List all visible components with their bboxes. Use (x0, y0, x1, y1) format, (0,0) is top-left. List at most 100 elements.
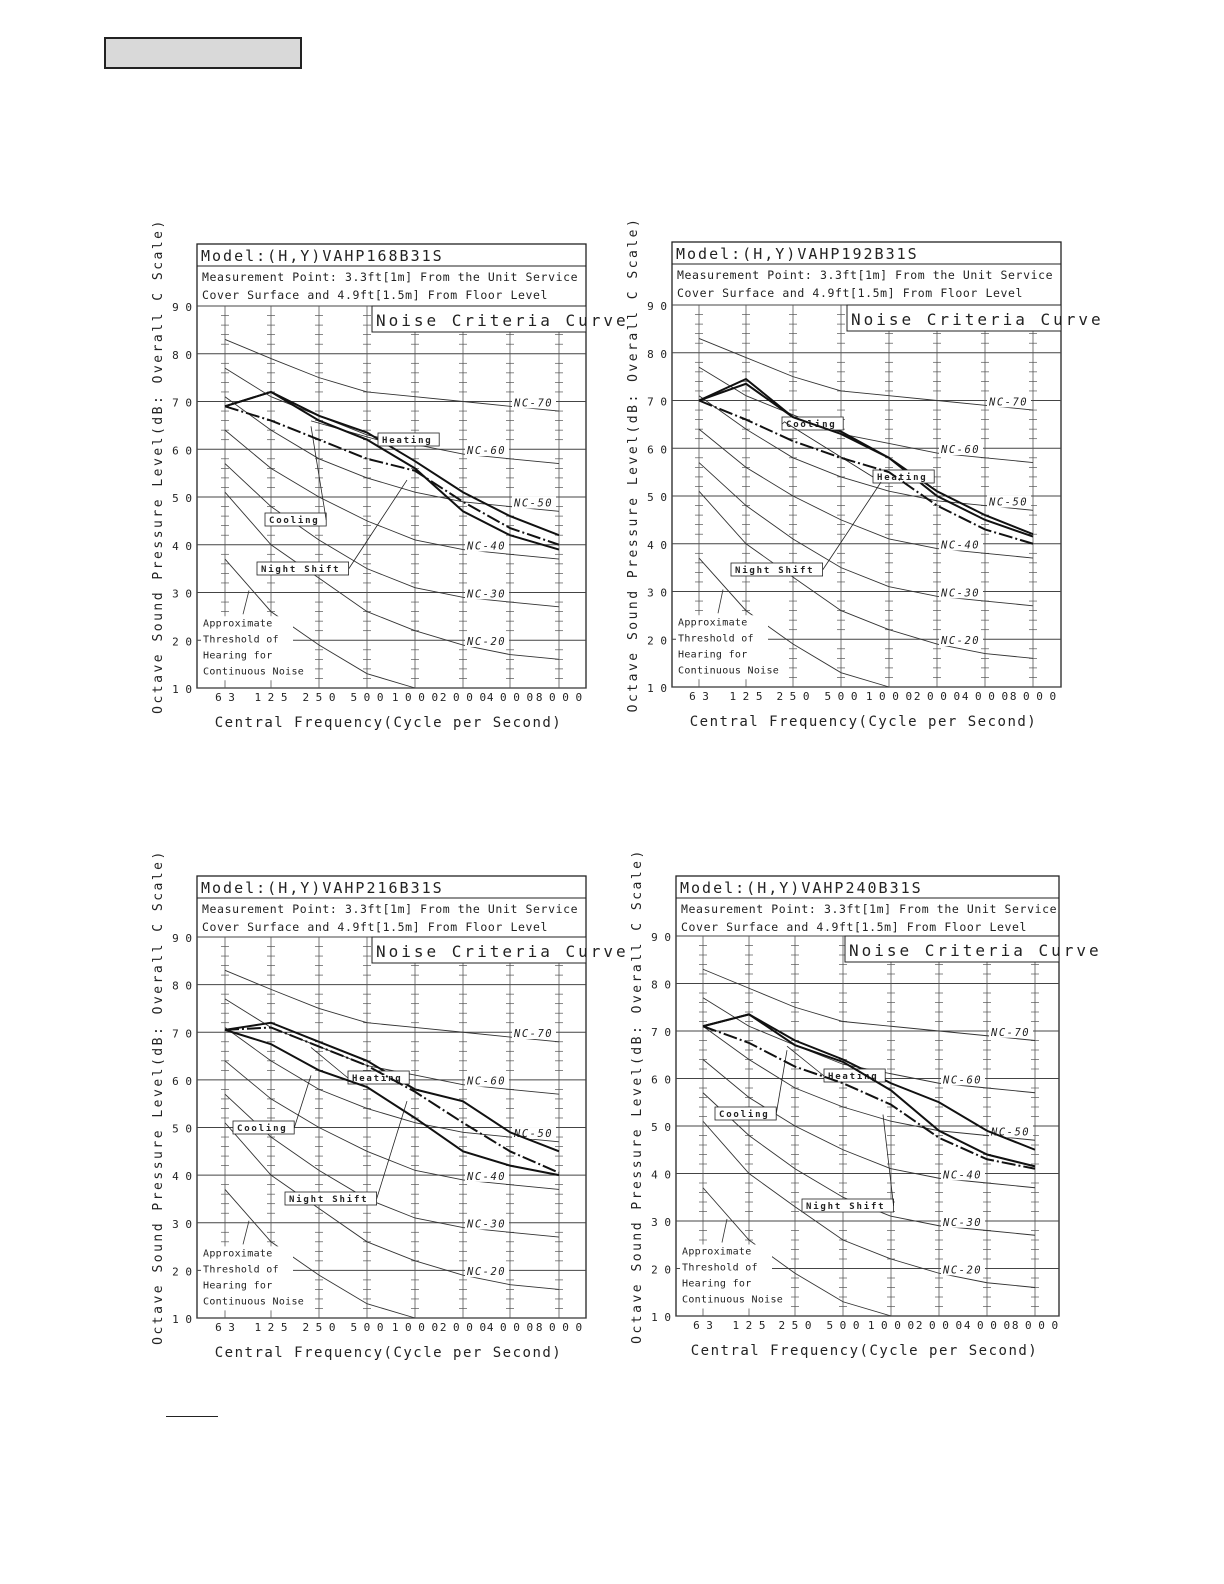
series-label-pointer (310, 1047, 349, 1079)
y-tick-label: 5 0 (647, 491, 667, 504)
y-tick-label: 8 0 (172, 980, 192, 993)
x-tick-label: 2 5 0 (776, 690, 809, 703)
nc-curve-nc-20 (702, 1120, 1036, 1288)
series-label: Cooling (237, 1123, 288, 1134)
nc-label-bg (465, 635, 509, 648)
threshold-pointer (717, 589, 724, 614)
series-label: Night Shift (289, 1194, 368, 1205)
nc-curve-label: NC-50 (513, 1128, 553, 1140)
noise-chart-1: Model:(H,Y)VAHP168B31S Measurement Point:… (151, 218, 626, 731)
x-axis-label: Central Frequency(Cycle per Second) (215, 715, 563, 731)
nc-curve-label: NC-60 (942, 1074, 982, 1086)
series-label-box (377, 432, 440, 447)
y-tick-label: 7 0 (651, 1026, 671, 1039)
nc-label-bg (939, 634, 983, 647)
nc-label-bg (465, 1074, 509, 1087)
nc-curve-label: NC-50 (988, 497, 1028, 509)
x-tick-label: 6 3 (693, 1319, 713, 1332)
nc-label-bg (465, 539, 509, 552)
series-label-pointer (784, 421, 874, 478)
y-tick-label: 8 0 (651, 979, 671, 992)
threshold-pointer (242, 1220, 250, 1245)
threshold-label-line: Threshold of (203, 634, 279, 645)
nc-label-bg (987, 495, 1031, 508)
y-tick-label: 2 0 (172, 1265, 192, 1278)
nc-curve-label: NC-20 (942, 1264, 982, 1276)
y-tick-label: 9 0 (172, 932, 192, 945)
series-label: Heating (828, 1071, 879, 1082)
x-tick-label: 1 2 5 (254, 691, 287, 704)
y-axis-label: Octave Sound Pressure Level(dB: Overall … (626, 217, 641, 713)
x-axis-label: Central Frequency(Cycle per Second) (215, 1345, 563, 1361)
series-label-pointer (882, 1114, 894, 1207)
nc-curve-label: NC-40 (466, 541, 506, 553)
nc-curve-label: NC-40 (466, 1171, 506, 1183)
measurement-point-line1: Measurement Point: 3.3ft[1m] From the Un… (677, 268, 1053, 282)
x-tick-label: 4 0 0 0 (964, 1319, 1010, 1332)
threshold-label-line: Continuous Noise (678, 665, 779, 676)
nc-curve-nc-50 (224, 1027, 560, 1143)
nc-curve-nc-20 (224, 491, 560, 660)
nc-curve-nc-20 (698, 490, 1034, 659)
series-label: Night Shift (806, 1201, 885, 1212)
series-heating (698, 382, 1034, 538)
y-tick-label: 5 0 (651, 1121, 671, 1134)
model-title: Model:(H,Y)VAHP168B31S (201, 247, 444, 265)
measurement-point-line2: Cover Surface and 4.9ft[1.5m] From Floor… (202, 920, 548, 934)
noise-criteria-box-cover (844, 935, 1060, 963)
series-label-pointer (822, 481, 882, 571)
y-tick-label: 1 0 (647, 682, 667, 695)
x-tick-label: 2 0 0 0 (440, 691, 486, 704)
nc-label-bg (989, 1025, 1033, 1038)
y-tick-label: 4 0 (651, 1169, 671, 1182)
series-label-pointer (781, 421, 786, 425)
noise-chart-2: Model:(H,Y)VAHP192B31S Measurement Point:… (626, 217, 1104, 730)
y-tick-label: 3 0 (651, 1216, 671, 1229)
x-tick-label: 4 0 0 0 (487, 1321, 533, 1334)
nc-curve-nc-70 (702, 968, 1036, 1041)
y-tick-label: 6 0 (172, 1075, 192, 1088)
threshold-label-line: Approximate (203, 1248, 273, 1259)
x-tick-label: 6 3 (215, 691, 235, 704)
nc-curve-nc-70 (224, 339, 560, 412)
threshold-label-line: Continuous Noise (682, 1295, 783, 1306)
threshold-label-line: Approximate (682, 1247, 752, 1258)
nc-curve-nc-50 (698, 395, 1034, 511)
nc-curve-nc-70 (224, 969, 560, 1043)
noise-criteria-label: Noise Criteria Curve (851, 310, 1104, 329)
nc-label-bg (465, 1169, 509, 1182)
threshold-label-line: Hearing for (203, 1280, 273, 1291)
x-tick-label: 1 0 0 0 (392, 1321, 438, 1334)
nc-curve-label: NC-50 (513, 498, 553, 510)
threshold-label-line: Threshold of (682, 1263, 758, 1274)
nc-curve-nc-30 (698, 462, 1034, 607)
noise-criteria-box-cover (371, 305, 587, 333)
nc-label-bg (465, 1217, 509, 1230)
nc-curve-label: NC-60 (466, 1076, 506, 1088)
x-tick-label: 8 0 0 0 (1012, 1319, 1058, 1332)
x-tick-label: 1 0 0 0 (866, 690, 912, 703)
y-tick-label: 8 0 (172, 349, 192, 362)
series-label: Cooling (719, 1109, 770, 1120)
threshold-label-bg (680, 1244, 772, 1309)
x-tick-label: 1 2 5 (254, 1321, 287, 1334)
threshold-label-line: Continuous Noise (203, 666, 304, 677)
series-label-pointer (376, 1100, 408, 1200)
series-label-pointer (348, 479, 408, 570)
nc-curve-nc-30 (224, 463, 560, 608)
threshold-label-bg (676, 615, 768, 680)
series-cooling (224, 390, 560, 551)
nc-curve-nc-50 (224, 396, 560, 512)
y-tick-label: 4 0 (647, 539, 667, 552)
y-tick-label: 3 0 (172, 588, 192, 601)
nc-label-bg (465, 587, 509, 600)
series-night-shift (702, 1025, 1036, 1170)
nc-curve-nc-40 (224, 429, 560, 560)
x-tick-label: 2 0 0 0 (440, 1321, 486, 1334)
nc-label-bg (512, 1027, 556, 1040)
nc-curve-nc-50 (702, 1025, 1036, 1141)
y-tick-label: 1 0 (172, 1313, 192, 1326)
y-axis-label: Octave Sound Pressure Level(dB: Overall … (151, 218, 166, 714)
nc-label-bg (465, 444, 509, 457)
noise-chart-4: Model:(H,Y)VAHP240B31S Measurement Point:… (630, 848, 1099, 1359)
